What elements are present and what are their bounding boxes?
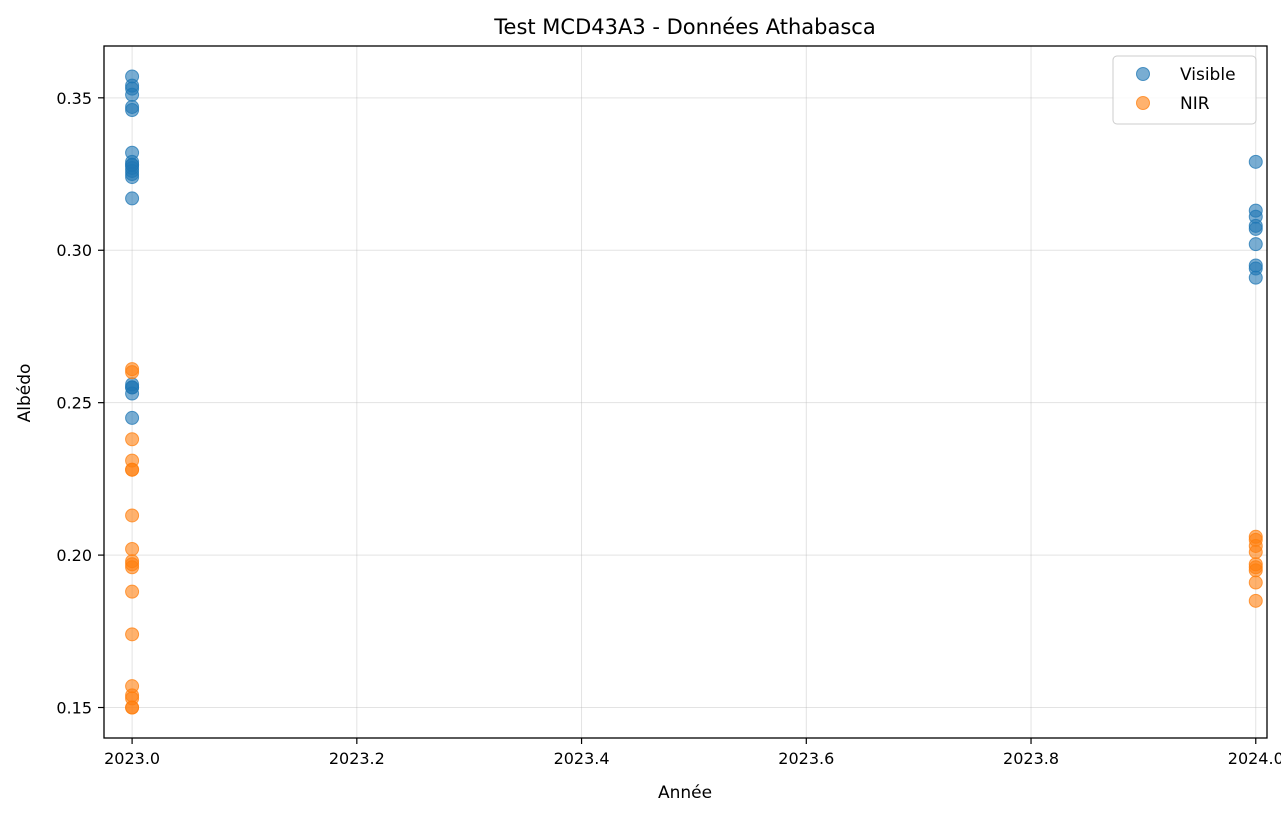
y-tick-label: 0.15 [56, 699, 92, 718]
point-nir [1248, 575, 1263, 590]
point-visible [125, 163, 140, 178]
x-tick-label: 2023.2 [329, 749, 385, 768]
point-nir [1248, 563, 1263, 578]
legend-marker-nir [1136, 96, 1150, 110]
chart-legend: Visible NIR [1112, 55, 1257, 125]
point-visible [125, 410, 140, 425]
point-nir [125, 560, 140, 575]
legend-label-nir: NIR [1180, 94, 1210, 114]
axis-ticks: 2023.0 2023.2 2023.4 2023.6 2023.8 2024.0 0.15… [56, 89, 1281, 768]
y-tick-label: 0.30 [56, 241, 92, 260]
point-visible [125, 386, 140, 401]
x-tick-label: 2023.6 [778, 749, 834, 768]
point-nir [125, 365, 140, 380]
point-visible [1248, 221, 1263, 236]
y-axis-label: Albédo [15, 364, 35, 423]
x-tick-label: 2024.0 [1228, 749, 1281, 768]
point-nir [1248, 545, 1263, 560]
legend-marker-visible [1136, 67, 1150, 81]
point-nir [125, 432, 140, 447]
point-nir [125, 508, 140, 523]
chart-title: Test MCD43A3 - Données Athabasca [493, 15, 875, 39]
point-nir [125, 627, 140, 642]
x-tick-label: 2023.4 [554, 749, 610, 768]
point-nir [125, 462, 140, 477]
point-visible [1248, 154, 1263, 169]
point-nir [125, 541, 140, 556]
plot-area-frame [103, 45, 1268, 739]
point-visible [1248, 270, 1263, 285]
point-visible [125, 191, 140, 206]
point-nir [125, 584, 140, 599]
data-points [125, 69, 1263, 715]
x-axis-label: Année [658, 783, 712, 803]
point-nir [1248, 593, 1263, 608]
point-nir [125, 700, 140, 715]
point-visible [125, 87, 140, 102]
x-tick-label: 2023.8 [1003, 749, 1059, 768]
legend-label-visible: Visible [1180, 65, 1236, 85]
point-visible [1248, 237, 1263, 252]
x-tick-label: 2023.0 [104, 749, 160, 768]
y-tick-label: 0.35 [56, 89, 92, 108]
y-tick-label: 0.20 [56, 546, 92, 565]
y-tick-label: 0.25 [56, 394, 92, 413]
point-visible [125, 103, 140, 118]
